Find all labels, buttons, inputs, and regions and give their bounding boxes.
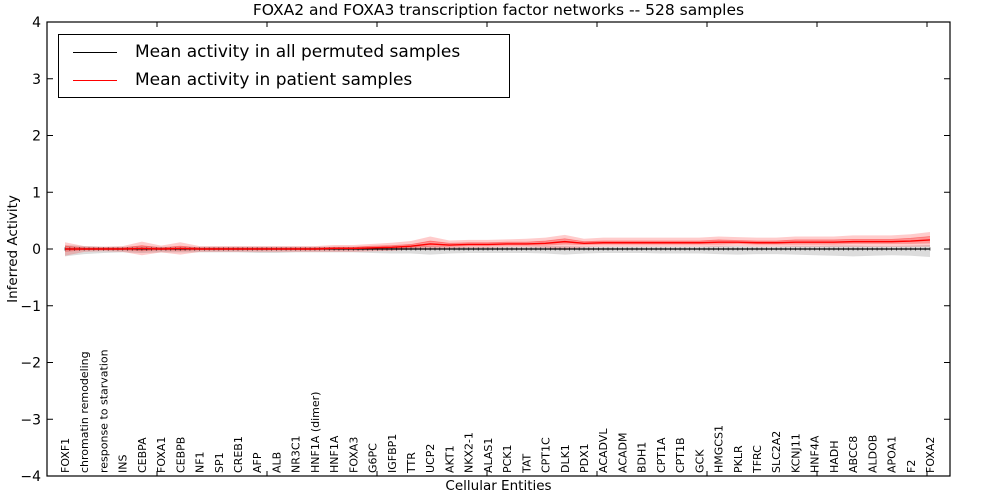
chart-title: FOXA2 and FOXA3 transcription factor net… [252, 1, 745, 19]
x-tick-label: ACADM [616, 433, 629, 474]
y-tick-label: 2 [32, 129, 41, 145]
x-tick-label: AKT1 [443, 445, 456, 473]
x-tick-label: APOA1 [886, 436, 899, 473]
x-tick-label: FOXF1 [59, 438, 72, 473]
legend-item-patient: Mean activity in patient samples [73, 70, 499, 90]
red-line-swatch [73, 79, 117, 81]
x-tick-label: NF1 [194, 451, 207, 473]
x-tick-label: PKLR [732, 445, 745, 473]
y-tick-label: 4 [32, 15, 41, 31]
x-tick-label: KCNJ11 [789, 433, 802, 473]
x-tick-label: NR3C1 [290, 435, 303, 473]
y-tick-label: −1 [20, 299, 41, 315]
x-tick-label: PDX1 [578, 443, 591, 473]
x-tick-label: F2 [905, 460, 918, 473]
x-tick-label: IGFBP1 [386, 434, 399, 473]
x-tick-label: SLC2A2 [770, 431, 783, 473]
y-axis-label: Inferred Activity [5, 195, 21, 303]
axes-frame [46, 21, 951, 477]
x-tick-label: HNF1A (dimer) [309, 392, 322, 473]
y-tick-label: 1 [32, 185, 41, 201]
x-tick-label: CREB1 [232, 436, 245, 473]
legend-item-permuted: Mean activity in all permuted samples [73, 42, 499, 62]
x-tick-label: FOXA1 [155, 437, 168, 473]
y-tick-label: −3 [20, 412, 41, 428]
legend-box: Mean activity in all permuted samples Me… [58, 34, 510, 98]
x-tick-label: GCK [693, 449, 706, 473]
x-tick-label: TAT [520, 453, 533, 474]
x-tick-label: G6PC [367, 443, 380, 473]
x-tick-label: CPT1C [540, 437, 553, 473]
x-tick-label: INS [117, 455, 130, 473]
x-tick-label: chromatin remodeling [78, 351, 91, 473]
x-tick-label: CPT1B [674, 437, 687, 473]
y-tick-label: −2 [20, 356, 41, 372]
y-tick-label: 0 [32, 242, 41, 258]
x-tick-label: NKX2-1 [463, 432, 476, 473]
x-tick-label: TTR [405, 452, 418, 474]
x-tick-label: SP1 [213, 452, 226, 473]
x-tick-label: ALB [270, 452, 283, 473]
x-tick-label: HNF4A [809, 435, 822, 473]
x-tick-label: response to starvation [97, 349, 110, 473]
x-tick-label: HADH [828, 440, 841, 473]
y-tick-label: 3 [32, 72, 41, 88]
x-tick-label: CPT1A [655, 437, 668, 473]
x-tick-label: FOXA2 [924, 437, 937, 473]
x-axis-label: Cellular Entities [445, 478, 552, 494]
x-tick-label: CEBPA [136, 437, 149, 473]
black-line-swatch [73, 51, 117, 53]
x-tick-label: FOXA3 [347, 437, 360, 473]
x-tick-label: ALAS1 [482, 438, 495, 473]
legend-label: Mean activity in all permuted samples [135, 42, 461, 62]
x-tick-label: DLK1 [559, 444, 572, 473]
x-tick-label: HNF1A [328, 435, 341, 473]
x-tick-label: ACADVL [597, 428, 610, 473]
x-tick-label: BDH1 [636, 442, 649, 473]
x-tick-label: ABCC8 [847, 436, 860, 473]
y-tick-label: −4 [20, 469, 41, 485]
x-tick-label: HMGCS1 [713, 425, 726, 473]
x-tick-label: TFRC [751, 445, 764, 474]
x-tick-label: ALDOB [866, 435, 879, 473]
x-tick-label: CEBPB [174, 437, 187, 473]
x-tick-label: PCK1 [501, 444, 514, 473]
x-tick-label: AFP [251, 452, 264, 473]
x-tick-label: UCP2 [424, 444, 437, 473]
patient-mean-line [65, 239, 931, 250]
legend-label: Mean activity in patient samples [135, 70, 413, 90]
